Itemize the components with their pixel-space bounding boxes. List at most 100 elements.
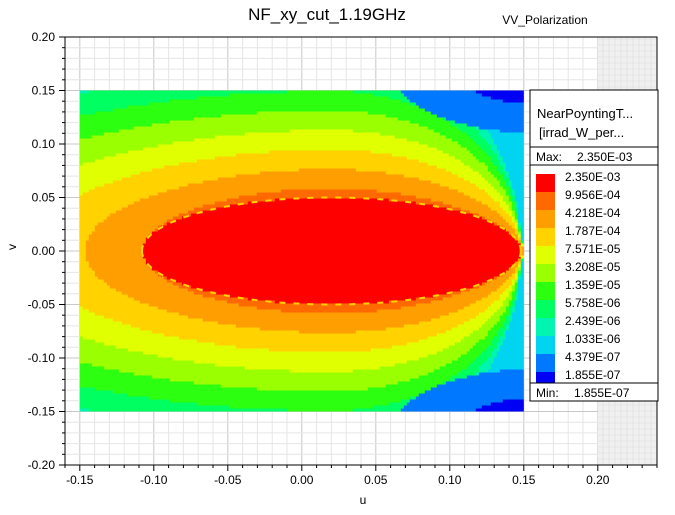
heatmap-cell — [113, 157, 117, 161]
heatmap-cell — [470, 115, 474, 119]
heatmap-cell — [137, 166, 141, 170]
heatmap-cell — [278, 187, 282, 191]
heatmap-cell — [281, 142, 285, 146]
heatmap-cell — [410, 160, 414, 164]
heatmap-cell — [392, 151, 396, 155]
heatmap-cell — [347, 163, 351, 167]
heatmap-cell — [86, 100, 90, 104]
heatmap-cell — [230, 112, 234, 116]
heatmap-cell — [512, 181, 516, 185]
heatmap-cell — [302, 151, 306, 155]
heatmap-cell — [473, 154, 477, 158]
heatmap-cell — [470, 175, 474, 179]
heatmap-cell — [242, 133, 246, 137]
heatmap-cell — [398, 136, 402, 140]
heatmap-cell — [167, 115, 171, 119]
heatmap-cell — [236, 172, 240, 176]
heatmap-cell — [149, 151, 153, 155]
heatmap-cell — [191, 124, 195, 128]
heatmap-cell — [497, 157, 501, 161]
heatmap-cell — [503, 187, 507, 191]
heatmap-cell — [161, 91, 165, 95]
heatmap-cell — [233, 154, 237, 158]
heatmap-cell — [488, 163, 492, 167]
heatmap-cell — [521, 154, 525, 158]
heatmap-cell — [452, 151, 456, 155]
heatmap-cell — [116, 187, 120, 191]
heatmap-cell — [404, 148, 408, 152]
heatmap-cell — [410, 139, 414, 143]
heatmap-cell — [482, 184, 486, 188]
heatmap-cell — [299, 121, 303, 125]
heatmap-cell — [155, 181, 159, 185]
heatmap-cell — [158, 124, 162, 128]
heatmap-cell — [488, 103, 492, 107]
heatmap-cell — [401, 154, 405, 158]
heatmap-cell — [95, 118, 99, 122]
heatmap-cell — [317, 130, 321, 134]
heatmap-cell — [227, 130, 231, 134]
heatmap-cell — [341, 160, 345, 164]
heatmap-cell — [422, 148, 426, 152]
heatmap-cell — [317, 127, 321, 131]
heatmap-cell — [278, 112, 282, 116]
heatmap-cell — [479, 100, 483, 104]
heatmap-cell — [446, 103, 450, 107]
heatmap-cell — [314, 127, 318, 131]
heatmap-cell — [404, 121, 408, 125]
heatmap-cell — [446, 160, 450, 164]
heatmap-cell — [143, 151, 147, 155]
heatmap-cell — [506, 172, 510, 176]
heatmap-cell — [473, 148, 477, 152]
heatmap-cell — [203, 103, 207, 107]
heatmap-cell — [134, 178, 138, 182]
heatmap-cell — [500, 184, 504, 188]
heatmap-cell — [521, 94, 525, 98]
heatmap-cell — [152, 142, 156, 146]
heatmap-cell — [392, 154, 396, 158]
heatmap-cell — [167, 178, 171, 182]
heatmap-cell — [476, 91, 480, 95]
heatmap-cell — [401, 181, 405, 185]
heatmap-cell — [122, 103, 126, 107]
heatmap-cell — [86, 94, 90, 98]
heatmap-cell — [314, 91, 318, 95]
heatmap-cell — [428, 160, 432, 164]
heatmap-cell — [191, 118, 195, 122]
heatmap-cell — [293, 172, 297, 176]
heatmap-cell — [170, 139, 174, 143]
heatmap-cell — [509, 169, 513, 173]
heatmap-cell — [335, 133, 339, 137]
heatmap-cell — [182, 118, 186, 122]
heatmap-cell — [167, 172, 171, 176]
heatmap-cell — [497, 154, 501, 158]
heatmap-cell — [518, 142, 522, 146]
heatmap-cell — [140, 94, 144, 98]
heatmap-cell — [110, 91, 114, 95]
heatmap-cell — [152, 91, 156, 95]
heatmap-cell — [401, 178, 405, 182]
heatmap-cell — [140, 190, 144, 194]
heatmap-cell — [83, 187, 87, 191]
heatmap-cell — [458, 127, 462, 131]
heatmap-cell — [419, 172, 423, 176]
heatmap-cell — [437, 118, 441, 122]
heatmap-cell — [485, 175, 489, 179]
heatmap-cell — [236, 163, 240, 167]
heatmap-cell — [146, 109, 150, 113]
heatmap-cell — [221, 175, 225, 179]
heatmap-cell — [272, 187, 276, 191]
heatmap-cell — [200, 136, 204, 140]
heatmap-cell — [218, 124, 222, 128]
heatmap-cell — [263, 130, 267, 134]
heatmap-cell — [392, 118, 396, 122]
heatmap-cell — [89, 157, 93, 161]
heatmap-cell — [410, 94, 414, 98]
heatmap-cell — [404, 157, 408, 161]
heatmap-cell — [203, 184, 207, 188]
heatmap-cell — [299, 133, 303, 137]
heatmap-cell — [398, 148, 402, 152]
heatmap-cell — [308, 124, 312, 128]
heatmap-cell — [323, 133, 327, 137]
